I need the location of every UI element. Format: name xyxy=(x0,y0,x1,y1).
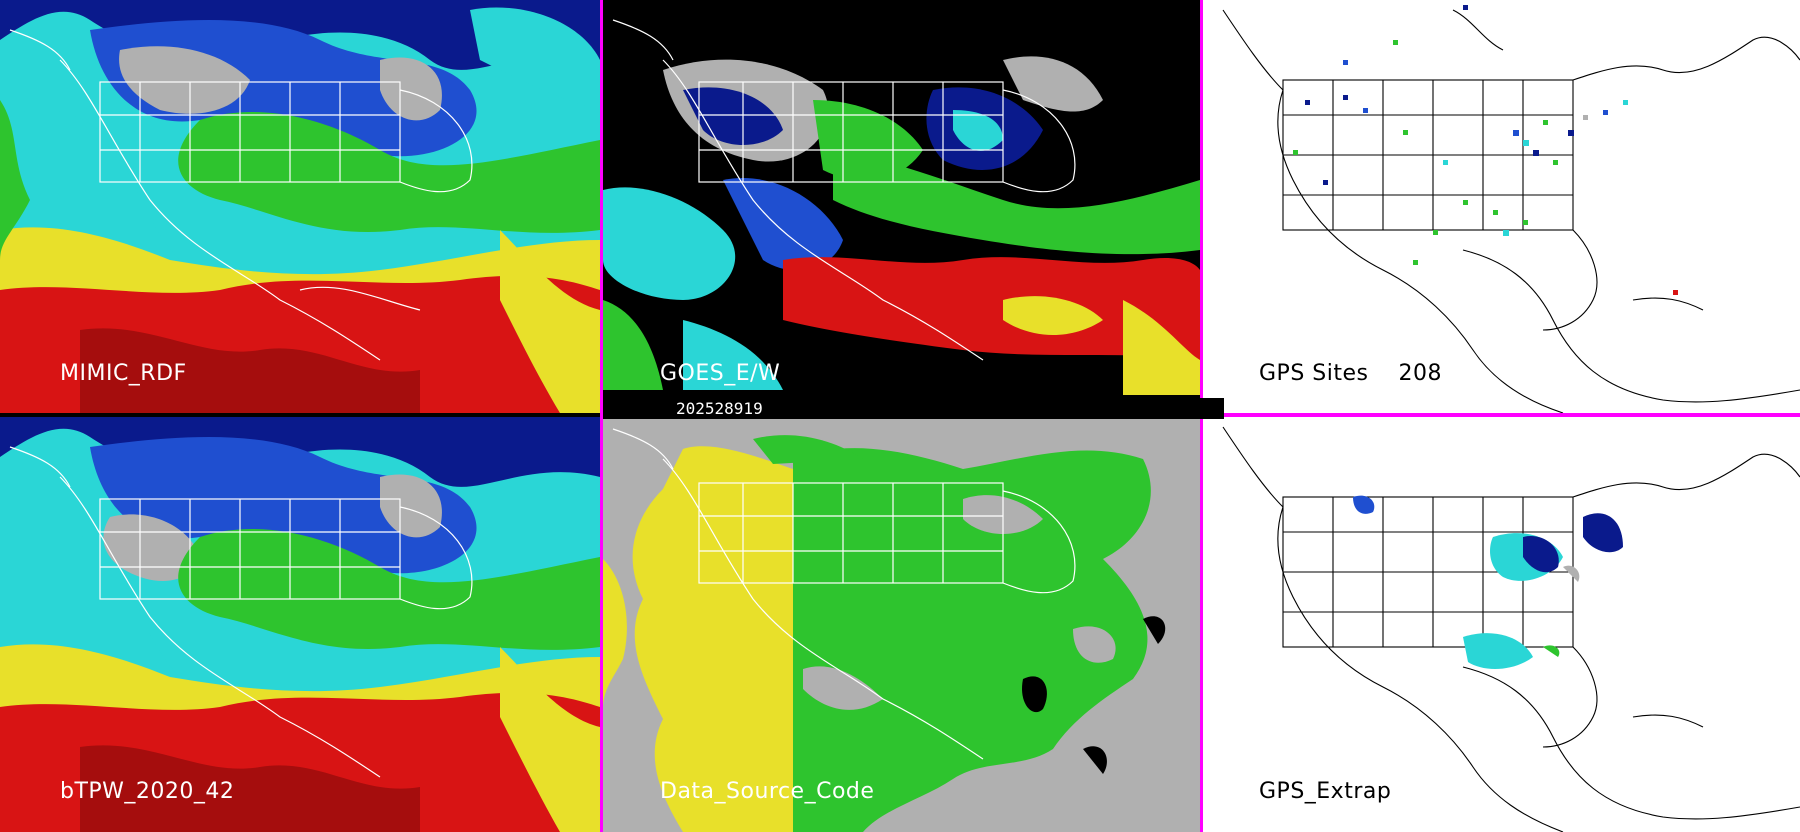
gps-sites-gap xyxy=(1368,361,1398,386)
panel-label-dsc: Data_Source_Code xyxy=(660,779,875,804)
panel-data-source-code: Data_Source_Code xyxy=(603,419,1200,832)
panel-mimic-rdf: MIMIC_RDF xyxy=(0,0,600,413)
panel-label-mimic: MIMIC_RDF xyxy=(60,361,187,386)
timestamp-text: 202528919 xyxy=(676,399,763,418)
panel-label-goes: GOES_E/W xyxy=(660,361,781,386)
gps-sites-title: GPS Sites xyxy=(1259,361,1369,386)
panel-label-gps-sites: GPS Sites 208 xyxy=(1259,361,1442,386)
tpw-map-mimic xyxy=(0,0,600,413)
panel-label-btpw: bTPW_2020_42 xyxy=(60,779,235,804)
panel-btpw: bTPW_2020_42 xyxy=(0,417,600,832)
divider-vertical-left xyxy=(600,0,603,832)
gps-extrap-map xyxy=(1203,417,1800,832)
data-source-map xyxy=(603,419,1200,832)
panel-gps-sites: GPS Sites 208 xyxy=(1203,0,1800,413)
gps-sites-count: 208 xyxy=(1398,361,1442,386)
tpw-map-btpw xyxy=(0,417,600,832)
panel-gps-extrap: GPS_Extrap xyxy=(1203,417,1800,832)
timestamp-bar: 202528919 xyxy=(662,398,1224,419)
divider-horizontal-right xyxy=(1203,413,1800,417)
panel-label-gps-extrap: GPS_Extrap xyxy=(1259,779,1392,804)
gps-sites-map xyxy=(1203,0,1800,413)
panel-goes: GOES_E/W xyxy=(603,0,1200,413)
goes-map xyxy=(603,0,1200,413)
